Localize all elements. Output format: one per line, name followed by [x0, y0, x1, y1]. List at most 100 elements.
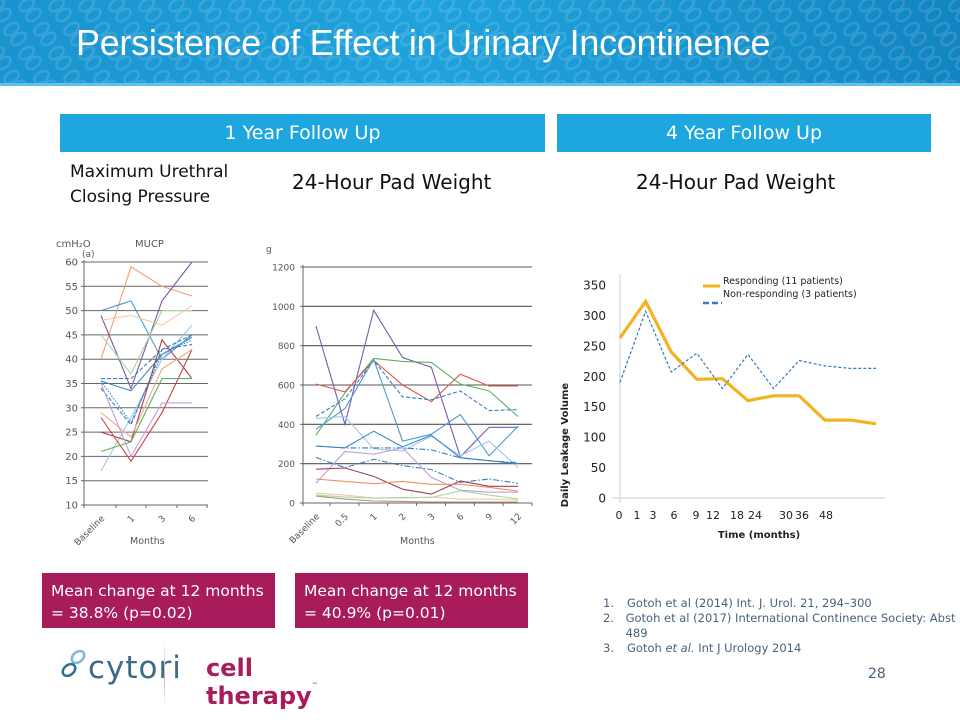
- pattern-glyph: [873, 69, 897, 86]
- mucp-x-tick-label: 6: [187, 514, 198, 525]
- pattern-glyph: [213, 21, 237, 47]
- pw1-y-tick-label: 800: [278, 342, 295, 352]
- mucp-series-line: [100, 310, 192, 375]
- pattern-glyph: [918, 45, 942, 71]
- pattern-glyph: [18, 45, 42, 71]
- pattern-glyph: [423, 69, 447, 86]
- pw1-series-line: [315, 445, 519, 464]
- pw1-series-line: [315, 359, 519, 417]
- pw4-y-tick-label: 0: [598, 492, 606, 506]
- pattern-glyph: [618, 45, 642, 71]
- pattern-glyph: [888, 0, 912, 23]
- pattern-glyph: [138, 0, 162, 23]
- pattern-glyph: [933, 69, 957, 86]
- pattern-glyph: [168, 45, 192, 71]
- mucp-y-axis-label: cmH₂O: [56, 239, 91, 250]
- non-responding-series-line: [619, 309, 876, 390]
- pattern-glyph: [333, 21, 357, 47]
- mucp-result-box: Mean change at 12 months = 38.8% (p=0.02…: [42, 573, 275, 628]
- pattern-glyph: [483, 21, 507, 47]
- pattern-glyph: [468, 0, 492, 23]
- pattern-glyph: [498, 45, 522, 71]
- pw4-x-tick-label: 9: [693, 509, 700, 522]
- pattern-glyph: [408, 45, 432, 71]
- reference-text-part: Int J Urology 2014: [694, 641, 802, 655]
- pattern-glyph: [63, 21, 87, 47]
- pattern-glyph: [888, 45, 912, 71]
- pattern-glyph: [813, 21, 837, 47]
- mucp-y-tick-label: 20: [65, 452, 78, 463]
- mucp-x-axis-label: Months: [130, 536, 165, 547]
- pattern-glyph: [273, 69, 297, 86]
- pw4-x-tick-label: 48: [819, 509, 833, 522]
- pw1-x-tick-label: 0.5: [334, 512, 351, 529]
- pattern-glyph: [348, 0, 372, 23]
- mucp-y-tick-label: 55: [65, 282, 78, 293]
- pattern-glyph: [123, 69, 147, 86]
- pattern-glyph: [138, 45, 162, 71]
- pattern-glyph: [18, 0, 42, 23]
- pattern-glyph: [48, 0, 72, 23]
- pattern-glyph: [483, 69, 507, 86]
- mucp-y-tick-label: 35: [65, 379, 78, 390]
- pattern-glyph: [708, 0, 732, 23]
- mucp-series-line: [100, 338, 193, 443]
- pw1-y-tick-label: 1000: [272, 303, 295, 313]
- pad-weight-1yr-x-axis-label: Months: [400, 536, 435, 547]
- pw1-y-tick-label: 400: [278, 421, 295, 431]
- pattern-glyph: [183, 69, 207, 86]
- pattern-glyph: [573, 21, 597, 47]
- pattern-glyph: [633, 69, 657, 86]
- pattern-glyph: [663, 69, 687, 86]
- pattern-glyph: [333, 69, 357, 86]
- pattern-glyph: [288, 45, 312, 71]
- pattern-glyph: [558, 0, 582, 23]
- cytori-infinity-icon: [61, 649, 86, 678]
- pattern-glyph: [303, 21, 327, 47]
- pw1-series-line: [315, 447, 518, 493]
- pattern-glyph: [183, 21, 207, 47]
- result-line2: = 40.9% (p=0.01): [304, 604, 446, 622]
- pattern-glyph: [48, 45, 72, 71]
- title-banner: Persistence of Effect in Urinary Inconti…: [0, 0, 960, 86]
- pattern-glyph: [723, 69, 747, 86]
- pattern-glyph: [648, 45, 672, 71]
- pattern-glyph: [378, 0, 402, 23]
- pattern-glyph: [903, 21, 927, 47]
- mucp-series-line: [100, 300, 193, 361]
- pattern-glyph: [213, 69, 237, 86]
- pattern-glyph: [453, 69, 477, 86]
- pattern-glyph: [198, 0, 222, 23]
- pattern-glyph: [798, 0, 822, 23]
- result-line1: Mean change at 12 months: [51, 582, 264, 600]
- pattern-glyph: [318, 45, 342, 71]
- slide-title: Persistence of Effect in Urinary Inconti…: [76, 22, 771, 63]
- pattern-glyph: [243, 69, 267, 86]
- mucp-y-tick-label: 45: [65, 330, 78, 341]
- pad-weight-result-box: Mean change at 12 months = 40.9% (p=0.01…: [295, 573, 528, 628]
- pattern-glyph: [843, 21, 867, 47]
- pw4-y-tick-label: 250: [583, 339, 606, 353]
- pattern-glyph: [933, 21, 957, 47]
- pattern-glyph: [573, 69, 597, 86]
- pw1-series-line: [315, 308, 518, 458]
- pattern-glyph: [123, 21, 147, 47]
- pattern-glyph: [873, 21, 897, 47]
- mucp-series-line: [100, 349, 193, 463]
- pattern-glyph: [93, 21, 117, 47]
- pattern-glyph: [828, 45, 852, 71]
- pattern-glyph: [423, 21, 447, 47]
- reference-text: Gotoh et al (2017) International Contine…: [625, 611, 956, 640]
- infinity-pattern-background: [0, 0, 960, 86]
- pw1-series-line: [315, 490, 519, 500]
- pattern-glyph: [603, 21, 627, 47]
- pad-weight-1yr-y-axis-label: g: [266, 245, 272, 255]
- pattern-glyph: [633, 21, 657, 47]
- pattern-glyph: [678, 45, 702, 71]
- pattern-glyph: [273, 21, 297, 47]
- pattern-glyph: [768, 45, 792, 71]
- pad-weight-4yr-subtitle: 24-Hour Pad Weight: [636, 170, 836, 194]
- pad-weight-4yr-y-axis-label: Daily Leakage Volume: [560, 383, 571, 508]
- mucp-chart-title: MUCP: [135, 239, 164, 250]
- legend-non-responding-label: Non-responding (3 patients): [723, 289, 857, 300]
